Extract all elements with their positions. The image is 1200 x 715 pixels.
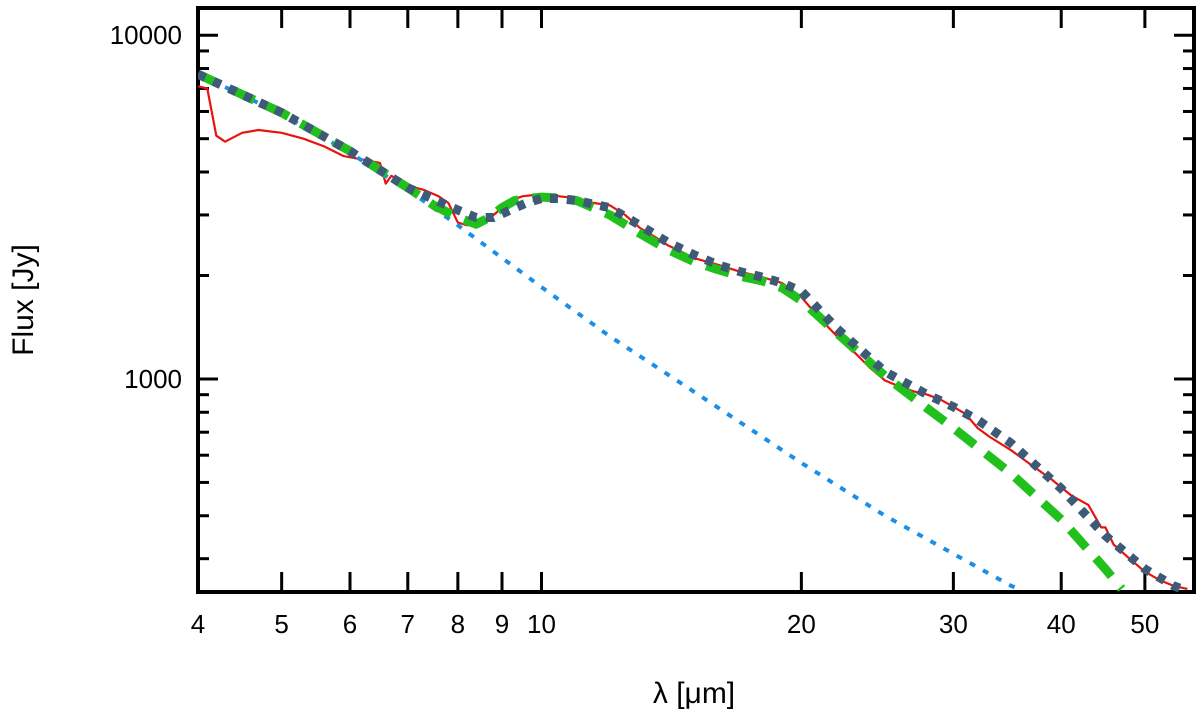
x-tick-label-10: 50 xyxy=(1130,609,1159,639)
x-tick-label-0: 4 xyxy=(191,609,205,639)
y-tick-labels: 1000 10000 xyxy=(110,20,182,394)
x-tick-label-9: 40 xyxy=(1047,609,1076,639)
series-line-1 xyxy=(198,72,1023,592)
y-axis-title: Flux [Jy] xyxy=(7,244,40,356)
x-tick-label-3: 7 xyxy=(401,609,415,639)
x-tick-label-8: 30 xyxy=(939,609,968,639)
x-tick-label-6: 10 xyxy=(527,609,556,639)
x-axis-title: λ [μm] xyxy=(653,677,735,710)
x-tick-label-2: 6 xyxy=(343,609,357,639)
series-line-0 xyxy=(198,85,1188,590)
plot-frame xyxy=(196,6,1196,594)
y-tick-label-0: 1000 xyxy=(124,364,182,394)
axis-ticks xyxy=(196,8,1194,592)
x-tick-label-5: 9 xyxy=(495,609,509,639)
x-tick-label-4: 8 xyxy=(451,609,465,639)
series-line-2 xyxy=(198,70,1126,592)
x-tick-labels: 4 5 6 7 8 9 10 20 30 40 50 xyxy=(191,609,1160,639)
y-tick-label-1: 10000 xyxy=(110,20,182,50)
x-tick-label-1: 5 xyxy=(274,609,288,639)
x-tick-label-7: 20 xyxy=(787,609,816,639)
series-group xyxy=(198,70,1189,592)
